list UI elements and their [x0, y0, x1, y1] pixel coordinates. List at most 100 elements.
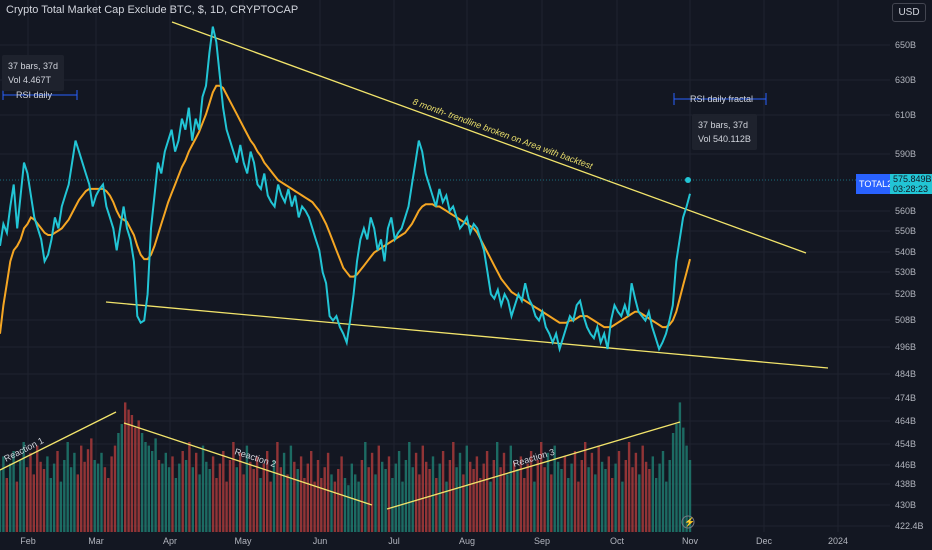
- volume-bar: [671, 433, 675, 532]
- volume-bar: [255, 456, 259, 532]
- volume-bar: [164, 452, 167, 532]
- volume-bar: [462, 474, 465, 532]
- reaction1-line: [0, 411, 117, 471]
- volume-bar: [584, 442, 587, 532]
- volume-bar: [2, 456, 5, 532]
- volume-bar: [73, 452, 76, 532]
- volume-bar: [536, 460, 539, 532]
- volume-bar: [161, 463, 164, 532]
- volume-bar: [452, 442, 455, 532]
- rsi-right-label: RSI daily fractal: [690, 94, 754, 104]
- volume-bar: [614, 463, 617, 532]
- volume-bar: [36, 445, 39, 532]
- volume-bar: [631, 467, 634, 532]
- upper-trendline: [171, 21, 807, 254]
- y-tick-label: 530B: [895, 267, 916, 277]
- volume-bar: [556, 461, 560, 532]
- volume-bar: [411, 467, 414, 532]
- y-tick-label: 590B: [895, 149, 916, 159]
- volume-bar: [147, 445, 150, 532]
- lightning-icon: ⚡: [684, 516, 695, 528]
- volume-bar: [374, 474, 377, 532]
- volume-bar: [282, 452, 286, 532]
- y-tick-label: 422.4B: [895, 521, 924, 531]
- volume-bar: [93, 460, 96, 532]
- volume-bar: [303, 478, 306, 532]
- volume-bar: [655, 478, 658, 532]
- y-tick-label: 560B: [895, 206, 916, 216]
- volume-bar: [438, 463, 441, 532]
- grid-lines: [0, 0, 890, 532]
- volume-bar: [310, 451, 313, 532]
- volume-bar: [496, 442, 499, 532]
- volume-bar: [228, 460, 232, 532]
- rsi-right-marker: [673, 93, 767, 105]
- volume-bar: [519, 456, 523, 532]
- volume-bar: [137, 420, 140, 532]
- volume-bar: [19, 460, 22, 532]
- volume-bar: [485, 451, 489, 532]
- volume-bar: [39, 461, 42, 532]
- volume-bar: [49, 478, 52, 532]
- volume-bar: [529, 451, 533, 532]
- info-left-vol: Vol 4.467T: [8, 75, 52, 85]
- volume-bar: [435, 478, 438, 532]
- x-tick-label: Mar: [88, 536, 104, 546]
- volume-bar: [276, 442, 279, 532]
- volume-bar: [431, 456, 435, 532]
- x-tick-label: Apr: [163, 536, 177, 546]
- volume-bar: [52, 463, 56, 532]
- moving-average-line: [0, 84, 691, 334]
- x-tick-label: Sep: [534, 536, 550, 546]
- volume-bar: [96, 463, 100, 532]
- volume-bar: [482, 463, 485, 532]
- last-price-dot: [685, 177, 691, 183]
- volume-bar: [540, 442, 543, 532]
- volume-bar: [502, 452, 506, 532]
- volume-bar: [580, 460, 583, 532]
- volume-bar: [475, 456, 479, 532]
- info-box-right: 37 bars, 37d Vol 540.112B: [692, 114, 757, 150]
- volume-bar: [340, 456, 343, 532]
- volume-bar: [343, 478, 347, 532]
- volume-bar: [293, 461, 296, 532]
- volume-bar: [648, 469, 651, 532]
- volume-bar: [249, 461, 252, 532]
- volume-bar: [32, 474, 35, 532]
- volume-bar: [499, 467, 502, 532]
- volume-bar: [239, 452, 242, 532]
- volume-bar: [597, 445, 600, 532]
- volume-bar: [506, 474, 509, 532]
- volume-bar: [171, 456, 174, 532]
- y-tick-label: 520B: [895, 289, 916, 299]
- volume-bar: [347, 485, 350, 532]
- volume-bar: [269, 481, 272, 532]
- volume-bar: [113, 445, 117, 532]
- volume-bar: [235, 467, 238, 532]
- volume-bar: [627, 442, 631, 532]
- currency-button[interactable]: USD: [892, 3, 926, 22]
- volume-bar: [550, 474, 553, 532]
- volume-bar: [306, 463, 309, 532]
- volume-bar: [607, 456, 610, 532]
- volume-bar: [370, 452, 374, 532]
- volume-bar: [15, 481, 19, 532]
- volume-bar: [377, 445, 380, 532]
- x-tick-label: Dec: [756, 536, 773, 546]
- volume-bar: [489, 481, 492, 532]
- volume-bar: [63, 460, 66, 532]
- y-tick-label: 540B: [895, 247, 916, 257]
- volume-bar: [465, 445, 468, 532]
- volume-bar: [560, 469, 563, 532]
- volume-bar: [279, 467, 282, 532]
- volume-bar: [211, 456, 215, 532]
- settings-icon: [681, 515, 695, 529]
- volume-bar: [12, 451, 15, 532]
- volume-bar: [661, 451, 665, 532]
- y-tick-label: 446B: [895, 460, 916, 470]
- volume-bar: [0, 469, 2, 532]
- volume-bar: [492, 460, 495, 532]
- x-tick-label: May: [234, 536, 252, 546]
- volume-bar: [364, 442, 367, 532]
